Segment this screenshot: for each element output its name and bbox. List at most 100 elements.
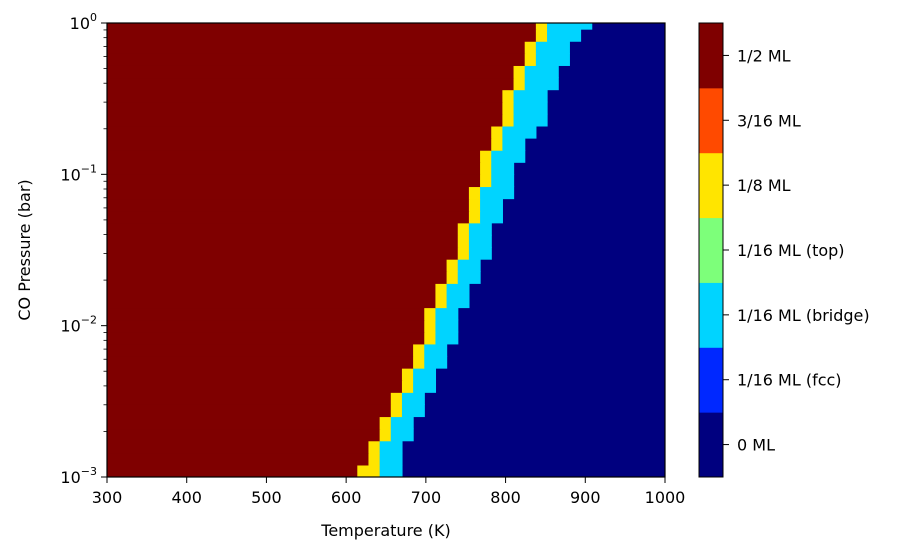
heatmap-cell-eighth-ml	[502, 101, 515, 115]
heatmap-cell-bridge-ml	[480, 210, 503, 224]
heatmap-cell-eighth-ml	[379, 416, 392, 430]
heatmap-cell-half-ml	[107, 392, 392, 405]
heatmap-cell-eighth-ml	[491, 125, 503, 139]
heatmap-cell-bridge-ml	[401, 392, 425, 405]
heatmap-cell-half-ml	[107, 210, 470, 224]
heatmap-cell-eighth-ml	[435, 283, 448, 296]
heatmap-cell-half-ml	[107, 186, 470, 200]
x-axis-ticks: 300 400 500 600 700 800 900 1000	[92, 477, 685, 507]
heatmap-cell-half-ml	[107, 428, 381, 442]
heatmap-cell-eighth-ml	[513, 77, 526, 91]
heatmap-cell-half-ml	[107, 259, 448, 272]
x-tick-label: 700	[411, 488, 442, 507]
heatmap-cell-bridge-ml	[413, 380, 437, 393]
heatmap-cell-eighth-ml	[480, 174, 492, 188]
heatmap-cell-bridge-ml	[480, 186, 515, 200]
y-tick-label: 100	[70, 11, 97, 33]
heatmap-cell-bridge-ml	[424, 343, 448, 357]
heatmap-cell-half-ml	[107, 234, 459, 248]
heatmap-cell-eighth-ml	[480, 162, 492, 175]
heatmap-cell-bridge-ml	[390, 416, 414, 430]
heatmap-cell-bridge-ml	[413, 368, 437, 381]
heatmap-cell-bridge-ml	[457, 271, 481, 284]
heatmap-cell-eighth-ml	[480, 150, 492, 163]
heatmap-cell-half-ml	[107, 198, 470, 212]
heatmap-cell-bridge-ml	[547, 29, 582, 42]
heatmap-cell-bridge-ml	[390, 428, 414, 442]
heatmap-cell-eighth-ml	[390, 392, 403, 405]
colorbar-label: 1/16 ML (fcc)	[737, 371, 842, 390]
heatmap-cell-half-ml	[107, 319, 425, 333]
heatmap-cell-eighth-ml	[502, 113, 515, 127]
heatmap-cell-bridge-ml	[435, 319, 459, 333]
heatmap-cell-half-ml	[107, 380, 403, 393]
heatmap-cell-bridge-ml	[513, 113, 548, 127]
heatmap-cell-eighth-ml	[446, 271, 459, 284]
heatmap-cell-bridge-ml	[379, 440, 403, 454]
heatmap-cell-eighth-ml	[457, 234, 470, 248]
heatmap-cell-eighth-ml	[468, 198, 481, 212]
heatmap-cell-half-ml	[107, 77, 515, 91]
heatmap-cell-eighth-ml	[357, 464, 381, 477]
heatmap-cell-eighth-ml	[468, 210, 481, 224]
heatmap-cell-half-ml	[107, 440, 370, 454]
heatmap-cell-eighth-ml	[468, 186, 481, 200]
heatmap-cell-half-ml	[107, 138, 492, 151]
heatmap-cell-bridge-ml	[535, 41, 570, 54]
colorbar-swatch	[699, 23, 723, 89]
heatmap-cell-eighth-ml	[379, 428, 392, 442]
heatmap-cell-eighth-ml	[502, 89, 515, 103]
heatmap-cell-half-ml	[107, 295, 437, 309]
heatmap-cell-half-ml	[107, 41, 526, 54]
heatmap-cell-half-ml	[107, 355, 414, 369]
heatmap-cell-eighth-ml	[457, 222, 470, 236]
y-tick-label: 10−2	[60, 314, 97, 336]
heatmap-cell-bridge-ml	[457, 259, 481, 272]
heatmap-cell-half-ml	[107, 331, 425, 345]
heatmap-cell-bridge-ml	[468, 246, 492, 260]
heatmap-cell-bridge-ml	[502, 125, 537, 139]
colorbar: 0 ML 1/16 ML (fcc) 1/16 ML (bridge) 1/16 ML…	[698, 22, 870, 478]
heatmap-cell-bridge-ml	[491, 174, 515, 188]
heatmap-cell-eighth-ml	[524, 53, 537, 66]
heatmap-cell-half-ml	[107, 162, 481, 175]
y-tick-label: 10−3	[60, 465, 97, 487]
colorbar-label: 0 ML	[737, 436, 775, 455]
y-tick-label: 10−1	[60, 162, 97, 184]
heatmap-cell-eighth-ml	[535, 23, 548, 30]
heatmap-cell-eighth-ml	[435, 295, 448, 309]
heatmap-cell-half-ml	[107, 125, 492, 139]
heatmap-cell-bridge-ml	[468, 222, 492, 236]
heatmap-cell-half-ml	[107, 416, 381, 430]
heatmap-cell-bridge-ml	[547, 23, 593, 30]
heatmap-cell-half-ml	[107, 404, 392, 418]
heatmap-cell-half-ml	[107, 464, 358, 477]
colorbar-swatch	[699, 347, 723, 413]
heatmap-cell-half-ml	[107, 113, 503, 127]
x-tick-label: 400	[171, 488, 202, 507]
x-tick-label: 800	[490, 488, 521, 507]
heatmap-cell-bridge-ml	[435, 331, 459, 345]
heatmap-cell-half-ml	[107, 29, 537, 42]
heatmap-cell-eighth-ml	[368, 440, 381, 454]
heatmap-cell-bridge-ml	[446, 295, 470, 309]
colorbar-swatch	[699, 282, 723, 348]
x-tick-label: 900	[570, 488, 601, 507]
heatmap-cell-bridge-ml	[480, 198, 503, 212]
colorbar-label: 3/16 ML	[737, 111, 801, 130]
colorbar-label: 1/2 ML	[737, 46, 791, 65]
heatmap-cell-half-ml	[107, 23, 537, 30]
heatmap-cell-half-ml	[107, 174, 481, 188]
heatmap-cell-half-ml	[107, 271, 448, 284]
heatmap-cell-eighth-ml	[491, 138, 503, 151]
x-axis-label: Temperature (K)	[320, 521, 450, 540]
heatmap-cell-eighth-ml	[413, 343, 425, 357]
heatmap-cell-eighth-ml	[424, 319, 437, 333]
heatmap-cell-eighth-ml	[424, 307, 437, 321]
heatmap-cell-bridge-ml	[379, 452, 403, 466]
colorbar-swatch	[699, 217, 723, 283]
heatmap-cell-half-ml	[107, 307, 425, 321]
y-axis-ticks: 10−3 10−2 10−1 100	[60, 11, 107, 487]
colorbar-swatch	[699, 87, 723, 154]
heatmap-cell-bridge-ml	[491, 162, 515, 175]
